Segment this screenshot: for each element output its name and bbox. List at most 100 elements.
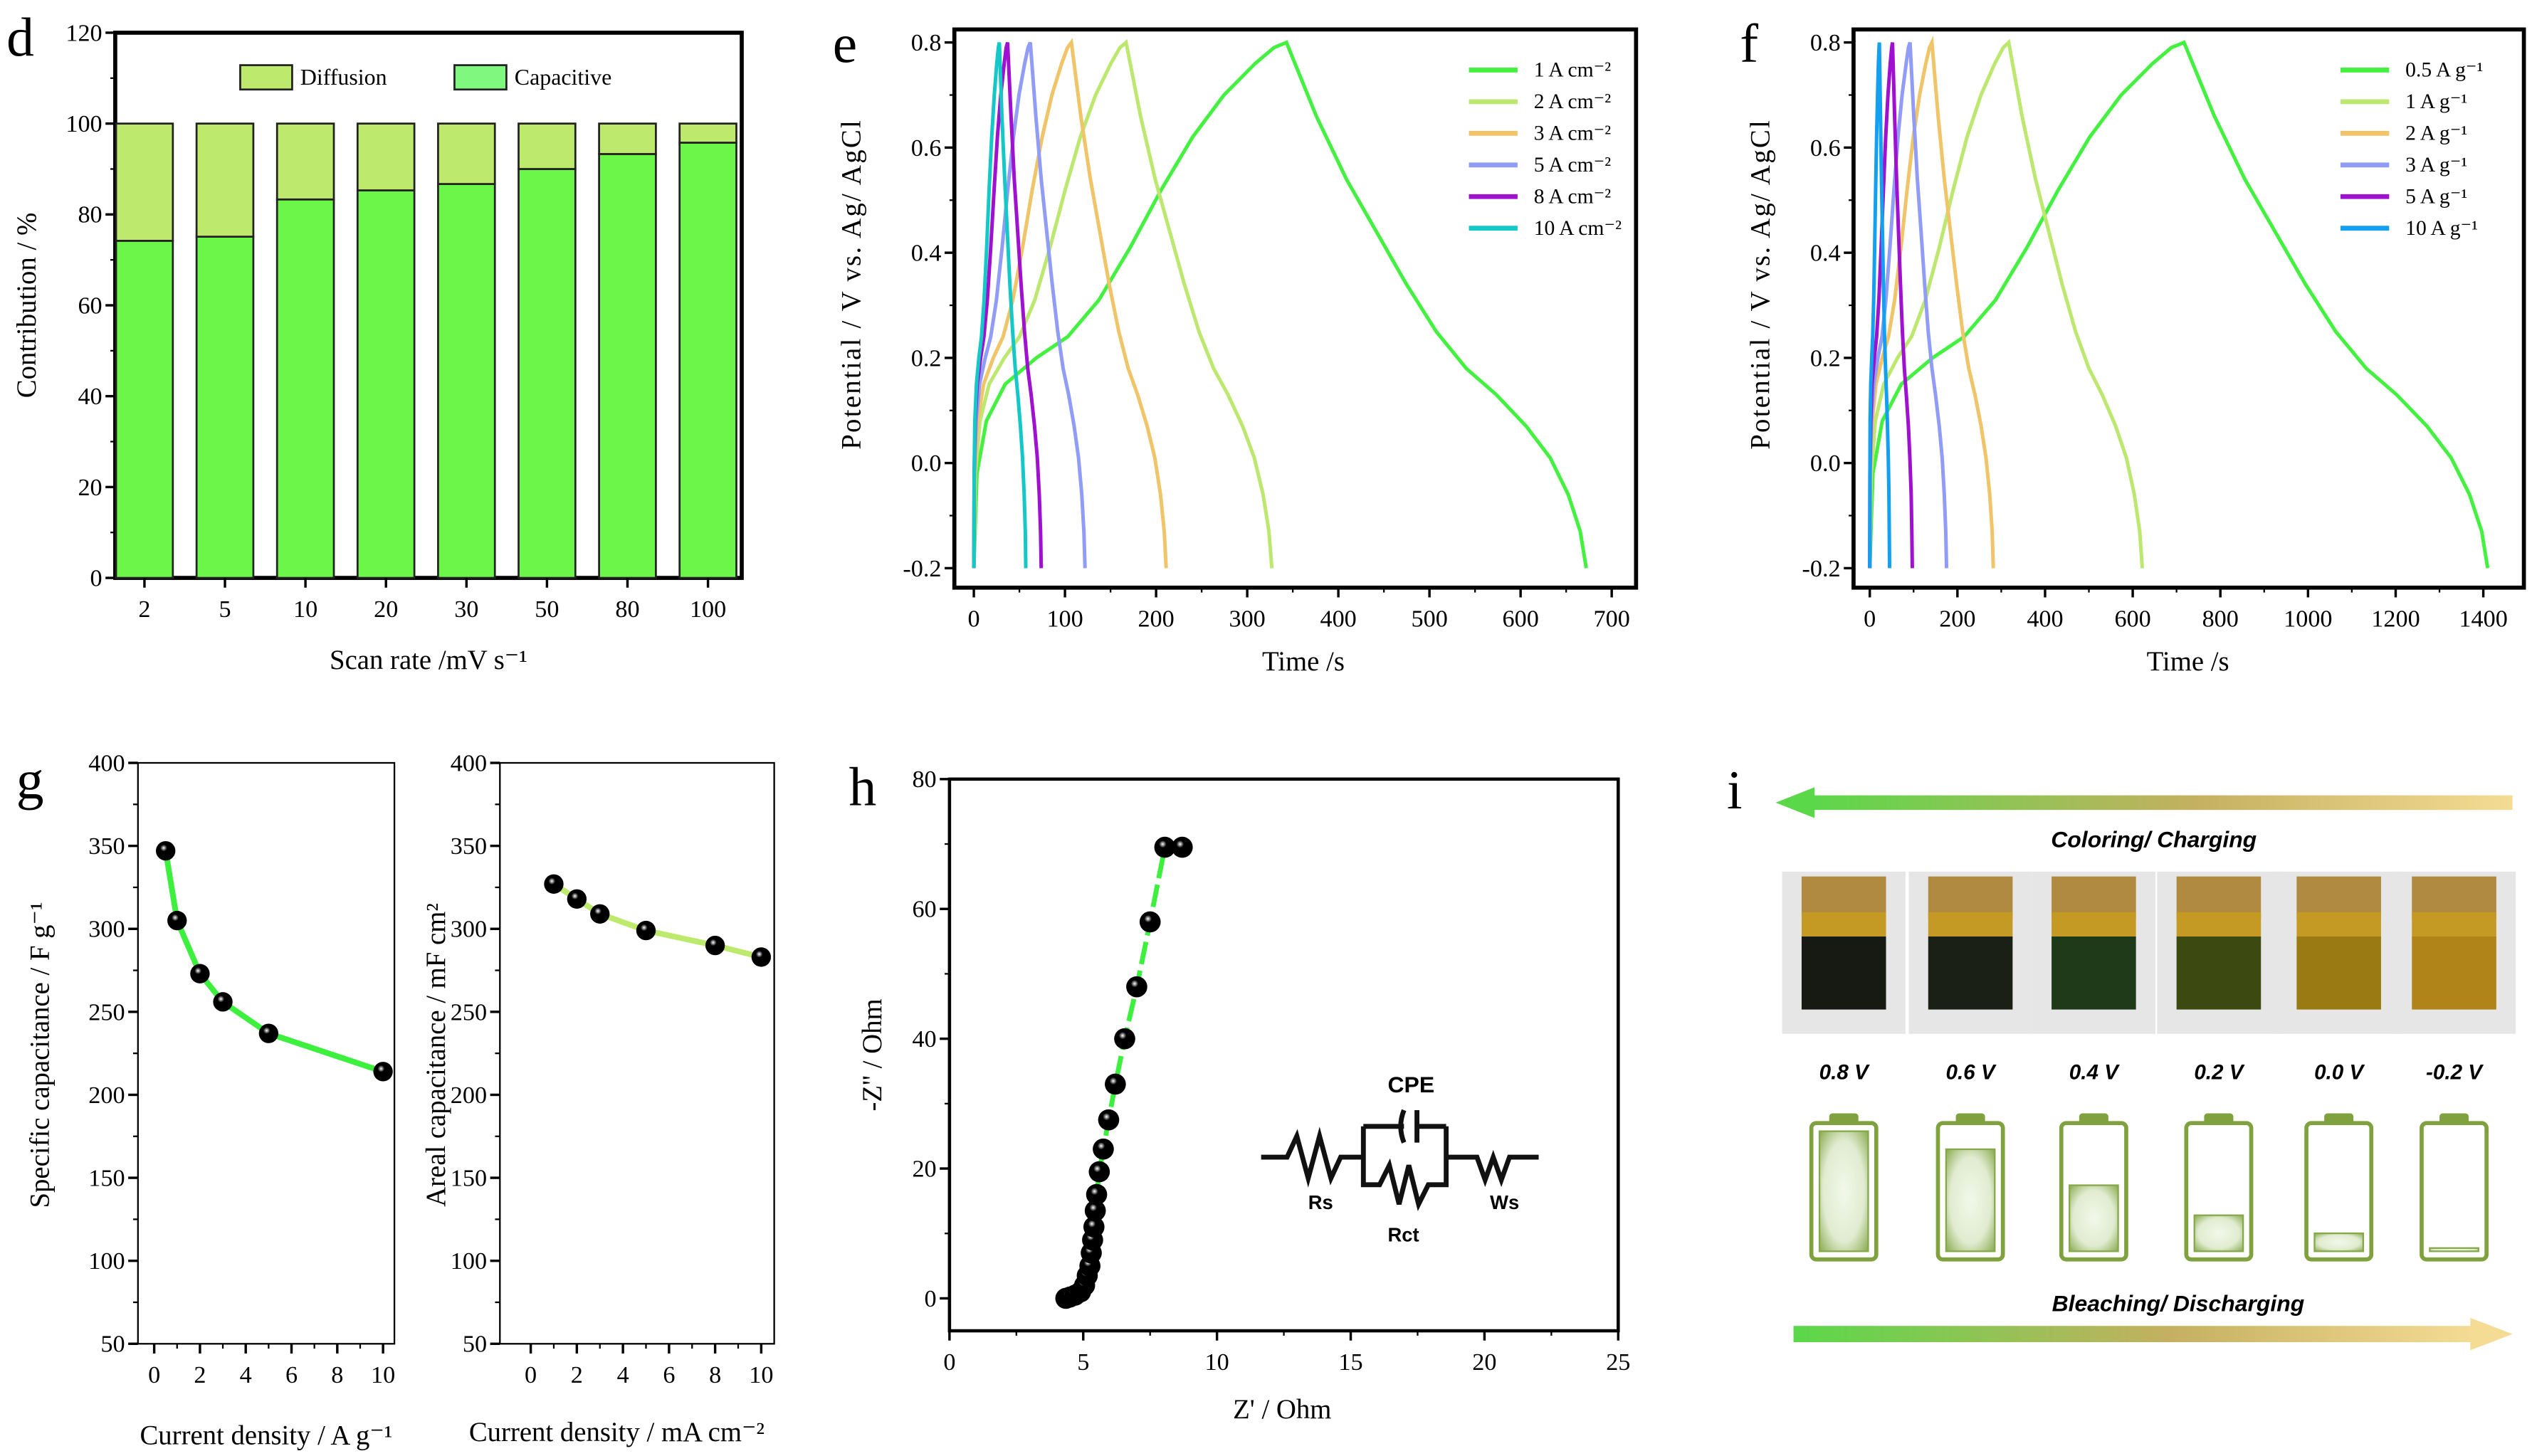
panel-letter-g: g xyxy=(16,749,44,811)
f-ytick-label: 0.2 xyxy=(1810,345,1841,371)
device-film-top xyxy=(2176,912,2262,939)
h-plot-frame xyxy=(947,777,1620,1333)
e-ytick-label: 0.0 xyxy=(911,450,942,477)
g1-data-point xyxy=(258,1023,279,1043)
g2-data-point xyxy=(751,947,772,967)
g2-data-point xyxy=(705,935,725,956)
h-series xyxy=(1055,836,1193,1309)
h-data-point xyxy=(1086,1183,1108,1206)
g1-ytick-label: 50 xyxy=(100,1331,125,1358)
device-electrode xyxy=(2296,876,2381,919)
f-series-line xyxy=(1868,42,1892,569)
e-xtick-label: 600 xyxy=(1503,606,1539,632)
e-axes: -0.2 0.0 0.2 0.4 0.6 0.8 0 100 200 300 400 500 600 70… xyxy=(903,27,1639,632)
g2-data-point xyxy=(636,920,656,941)
g1-data-point xyxy=(373,1062,393,1082)
d-legend: Diffusion Capacitive xyxy=(239,64,611,91)
g1-ytick-label: 400 xyxy=(88,750,125,776)
g1-data-point xyxy=(190,964,210,983)
f-curves: 0.5 A g⁻¹ 1 A g⁻¹ 2 A g⁻¹ 3 A g⁻¹ 5 A g⁻¹ 10 … xyxy=(1868,36,2490,569)
h-data-point xyxy=(1098,1109,1120,1131)
h-line xyxy=(1065,845,1182,1301)
h-xlabel: Z' / Ohm xyxy=(1233,1394,1331,1425)
battery-charge-level xyxy=(2429,1247,2479,1252)
bar-capacitive xyxy=(437,183,496,579)
device-film xyxy=(1801,936,1886,1010)
h-data-point xyxy=(1093,1138,1114,1160)
e-curves: 1 A cm⁻² 2 A cm⁻² 3 A cm⁻² 5 A cm⁻² 8 A cm⁻²… xyxy=(972,38,1622,569)
battery-charge-level xyxy=(1818,1130,1869,1252)
d-ytick-label: 0 xyxy=(90,565,103,591)
g2-ytick-label: 100 xyxy=(451,1248,487,1275)
device-film xyxy=(2296,936,2381,1010)
bar-diffusion xyxy=(275,122,335,201)
legend-swatch-diffusion xyxy=(239,64,293,91)
bar-capacitive xyxy=(195,236,255,579)
h-ytick-label: 20 xyxy=(912,1156,936,1182)
g1-xlabel: Current density / A g⁻¹ xyxy=(140,1420,392,1451)
f-legend-label: 10 A g⁻¹ xyxy=(2405,217,2478,240)
g1-axes: 50 100 150 200 250 300 350 400 0 2 4 6 8 10 xyxy=(88,750,396,1388)
h-data-point xyxy=(1114,1028,1135,1050)
f-legend-label: 0.5 A g⁻¹ xyxy=(2405,59,2483,82)
h-ytick-label: 80 xyxy=(912,766,936,793)
e-xtick-label: 500 xyxy=(1412,606,1448,632)
g2-data-point xyxy=(590,904,610,924)
g1-xtick-label: 8 xyxy=(331,1362,343,1388)
h-data-point xyxy=(1126,976,1147,998)
e-series-line xyxy=(972,38,1274,569)
f-axes: -0.2 0.0 0.2 0.4 0.6 0.8 0 200 400 600 800 1000 1200… xyxy=(1802,27,2526,632)
g2-xtick-label: 4 xyxy=(617,1362,629,1388)
battery-charge-level xyxy=(2313,1232,2365,1252)
device-electrode xyxy=(1801,876,1886,919)
device-film-top xyxy=(1801,912,1886,939)
e-ytick-label: 0.8 xyxy=(911,30,942,56)
d-ytick-label: 40 xyxy=(78,384,102,410)
h-xtick-label: 15 xyxy=(1338,1349,1362,1376)
g2-ytick-label: 300 xyxy=(451,917,487,943)
device-film xyxy=(1928,936,2013,1010)
g2-xtick-label: 6 xyxy=(663,1362,675,1388)
voltage-label: -0.2 V xyxy=(2426,1061,2484,1085)
circuit-cpe-label: CPE xyxy=(1388,1072,1435,1097)
f-xtick-label: 200 xyxy=(1939,606,1975,632)
battery-charge-level xyxy=(2193,1214,2244,1252)
f-xtick-label: 0 xyxy=(1864,606,1876,632)
state-3: 0.2 V xyxy=(2157,871,2281,1262)
state-1: 0.6 V xyxy=(1908,871,2032,1262)
d-ytick-label: 120 xyxy=(65,20,102,46)
d-ylabel: Contribution / % xyxy=(11,213,42,398)
device-film-top xyxy=(1928,912,2013,939)
device-electrode xyxy=(2176,876,2262,919)
d-xtick-label: 30 xyxy=(454,596,478,623)
g2-xtick-label: 10 xyxy=(749,1362,773,1388)
d-ytick-label: 80 xyxy=(78,202,102,228)
h-data-point xyxy=(1105,1073,1126,1095)
h-ytick-label: 40 xyxy=(912,1026,936,1053)
e-ytick-label: 0.6 xyxy=(911,135,942,162)
e-plot-frame xyxy=(952,27,1639,590)
g1-plot-frame xyxy=(137,761,396,1345)
voltage-label: 0.6 V xyxy=(1945,1061,1996,1085)
h-data-point xyxy=(1171,836,1193,858)
e-legend-label: 8 A cm⁻² xyxy=(1534,185,1612,208)
d-xtick-label: 5 xyxy=(219,596,231,623)
f-ytick-label: 0.8 xyxy=(1810,30,1841,56)
e-xtick-label: 300 xyxy=(1229,606,1265,632)
e-ytick-label: -0.2 xyxy=(903,556,941,582)
device-film-top xyxy=(2296,912,2381,939)
battery-icon xyxy=(2420,1121,2489,1262)
device-electrode xyxy=(2052,876,2136,919)
g1-line xyxy=(162,850,384,1075)
bar-capacitive xyxy=(518,168,577,579)
e-series-line xyxy=(972,42,1028,569)
bleaching-label: Bleaching/ Discharging xyxy=(2052,1291,2305,1317)
bar-capacitive xyxy=(275,198,335,579)
d-xtick-label: 100 xyxy=(690,596,726,623)
h-xtick-label: 25 xyxy=(1606,1349,1630,1376)
g1-ytick-label: 150 xyxy=(88,1165,125,1191)
g1-data-point xyxy=(213,992,233,1012)
e-legend-label: 5 A cm⁻² xyxy=(1534,154,1612,176)
f-series-line xyxy=(1868,40,2490,569)
g1-xtick-label: 10 xyxy=(371,1362,395,1388)
